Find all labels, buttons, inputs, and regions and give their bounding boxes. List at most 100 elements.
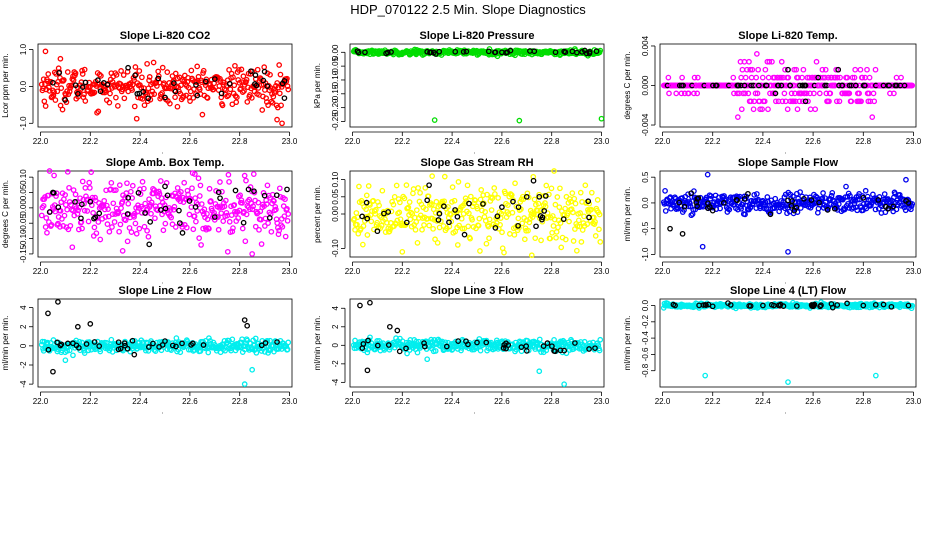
y-axis-label: percent per min. bbox=[313, 185, 322, 243]
black-point bbox=[87, 198, 94, 205]
data-point bbox=[822, 66, 829, 73]
black-point bbox=[96, 343, 103, 349]
data-point bbox=[197, 348, 204, 354]
data-point bbox=[476, 215, 483, 222]
data-point bbox=[93, 230, 100, 237]
data-point bbox=[235, 193, 242, 200]
black-point bbox=[452, 207, 458, 213]
x-tick-label: 22.0 bbox=[655, 267, 671, 276]
data-point bbox=[747, 66, 754, 73]
data-point bbox=[284, 346, 291, 353]
data-point bbox=[122, 217, 129, 224]
data-point bbox=[753, 74, 760, 81]
data-point bbox=[64, 206, 70, 213]
x-tick-label: 23.0 bbox=[594, 137, 610, 146]
data-point bbox=[215, 214, 221, 221]
black-point bbox=[200, 342, 207, 348]
data-point bbox=[265, 102, 271, 109]
data-point bbox=[170, 206, 177, 213]
data-point bbox=[592, 219, 598, 225]
y-tick-label: 0.05 bbox=[331, 188, 340, 204]
data-point bbox=[467, 193, 474, 200]
data-point bbox=[97, 236, 104, 243]
black-point bbox=[176, 207, 182, 214]
data-point bbox=[145, 233, 152, 240]
black-point bbox=[703, 302, 709, 308]
data-point bbox=[210, 86, 217, 93]
y-tick-label: -4 bbox=[19, 380, 28, 388]
data-point bbox=[354, 221, 360, 228]
data-point bbox=[219, 102, 226, 109]
data-point bbox=[51, 89, 57, 95]
panel-title: Slope Sample Flow bbox=[738, 157, 839, 169]
data-point bbox=[133, 230, 140, 237]
data-point bbox=[519, 220, 526, 227]
black-point bbox=[706, 204, 713, 210]
x-tick-label: 22.6 bbox=[805, 137, 821, 146]
black-point bbox=[57, 342, 64, 349]
black-point bbox=[531, 48, 538, 55]
black-point bbox=[890, 203, 897, 210]
data-point bbox=[582, 182, 589, 189]
data-point bbox=[548, 185, 555, 192]
data-point bbox=[44, 229, 50, 236]
black-point bbox=[421, 343, 428, 350]
data-point bbox=[46, 84, 52, 91]
data-point bbox=[243, 177, 249, 184]
data-point bbox=[159, 90, 165, 96]
y-axis-label: degrees C per min. bbox=[1, 180, 10, 248]
x-tick-label: 22.4 bbox=[444, 397, 460, 406]
data-point bbox=[592, 233, 599, 239]
data-point bbox=[142, 347, 149, 354]
data-point bbox=[72, 70, 79, 77]
data-point bbox=[584, 221, 591, 227]
black-point bbox=[767, 211, 774, 218]
data-point bbox=[206, 225, 212, 232]
black-point bbox=[852, 82, 859, 89]
data-point bbox=[50, 92, 57, 99]
data-point bbox=[57, 224, 63, 230]
data-point bbox=[597, 239, 604, 245]
data-point bbox=[432, 348, 439, 354]
black-point bbox=[129, 337, 136, 344]
black-point bbox=[115, 346, 122, 353]
black-point bbox=[365, 337, 371, 344]
outlier-point bbox=[785, 379, 791, 385]
data-point bbox=[455, 179, 462, 185]
data-point bbox=[774, 74, 781, 81]
data-point bbox=[70, 352, 76, 359]
data-point bbox=[195, 73, 202, 80]
data-point bbox=[717, 205, 723, 212]
data-point bbox=[742, 74, 749, 81]
data-point bbox=[139, 74, 145, 81]
data-point bbox=[359, 241, 366, 248]
black-point bbox=[95, 77, 101, 83]
data-point bbox=[390, 201, 397, 208]
data-point bbox=[191, 213, 198, 220]
plot-frame bbox=[349, 43, 605, 128]
data-point bbox=[570, 209, 576, 216]
data-point bbox=[441, 198, 448, 205]
data-point bbox=[84, 208, 91, 214]
outlier-point bbox=[174, 103, 181, 110]
black-point bbox=[364, 215, 371, 222]
black-point bbox=[396, 348, 403, 355]
data-point bbox=[154, 207, 161, 214]
black-point bbox=[905, 200, 912, 206]
data-point bbox=[744, 66, 750, 73]
data-point bbox=[136, 225, 143, 232]
black-point bbox=[802, 98, 809, 105]
data-point bbox=[241, 172, 248, 179]
black-point bbox=[125, 195, 132, 201]
data-point bbox=[441, 173, 448, 180]
data-point bbox=[762, 199, 769, 206]
black-point bbox=[78, 215, 84, 222]
data-point bbox=[107, 90, 113, 97]
data-point bbox=[464, 182, 471, 189]
data-point bbox=[70, 187, 77, 193]
data-point bbox=[862, 187, 869, 194]
data-point bbox=[477, 347, 484, 354]
y-tick-label: -0.10 bbox=[331, 70, 340, 89]
data-point bbox=[187, 98, 193, 104]
x-tick-label: 22.2 bbox=[83, 267, 99, 276]
